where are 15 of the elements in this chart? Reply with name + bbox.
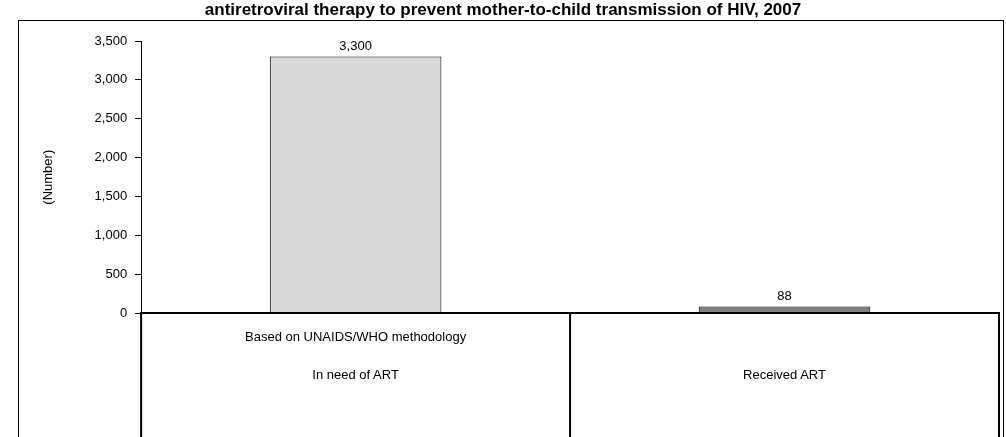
data-label: 3,300 xyxy=(339,37,372,53)
data-label: 88 xyxy=(777,287,792,303)
y-tick-label: 2,000 xyxy=(94,149,128,165)
y-axis-title: (Number) xyxy=(40,149,56,205)
y-tick-label: 2,500 xyxy=(94,110,128,126)
x-tick-label: In need of ART xyxy=(312,366,399,382)
chart-title: antiretroviral therapy to prevent mother-to-child transmission of HIV, 2007 xyxy=(203,0,803,19)
y-tick-label: 500 xyxy=(105,266,128,282)
x-tick-label: Received ART xyxy=(743,366,827,382)
y-tick-label: 1,500 xyxy=(94,188,128,204)
text: Based on UNAIDS/WHO methodology xyxy=(245,328,467,344)
y-tick-label: 1,000 xyxy=(94,227,128,243)
y-tick-label: 0 xyxy=(119,304,128,320)
y-tick-label: 3,000 xyxy=(94,71,128,87)
y-tick-label: 3,500 xyxy=(94,32,128,48)
